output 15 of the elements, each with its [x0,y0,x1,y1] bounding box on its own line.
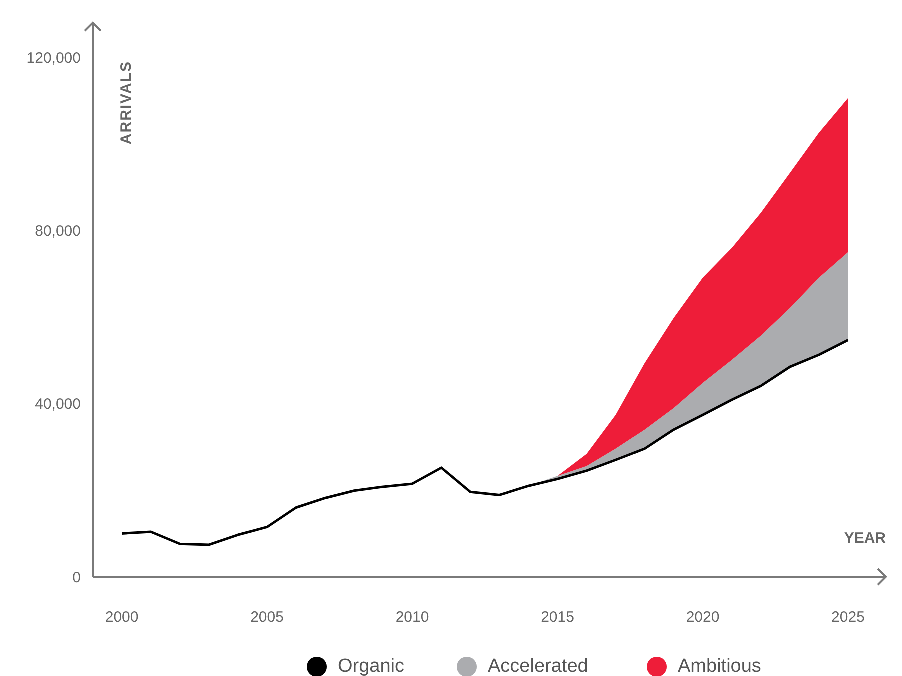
y-tick-label: 120,000 [26,50,81,67]
x-axis-title: YEAR [844,530,886,547]
legend-label: Ambitious [678,656,762,676]
x-tick-label: 2010 [396,609,430,626]
legend-label: Accelerated [488,656,588,676]
x-tick-label: 2015 [541,609,574,626]
x-tick-label: 2020 [686,609,720,626]
y-axis-title: ARRIVALS [118,61,135,145]
y-tick-label: 0 [72,569,81,586]
legend-label: Organic [338,656,405,676]
x-tick-label: 2000 [105,609,139,626]
x-tick-label: 2005 [250,609,284,626]
x-tick-label: 2025 [832,609,865,626]
y-tick-label: 40,000 [35,396,81,414]
y-tick-label: 80,000 [35,223,81,240]
